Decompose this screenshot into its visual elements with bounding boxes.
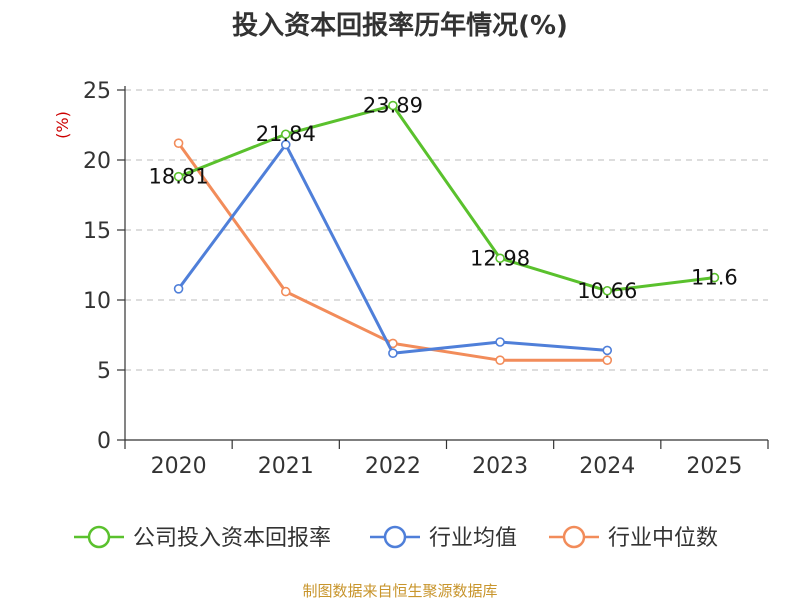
legend-marker <box>383 525 407 549</box>
data-point <box>602 355 613 366</box>
data-point <box>495 337 505 347</box>
data-label: 21.84 <box>256 122 316 146</box>
legend: 公司投入资本回报率 行业均值 行业中位数 <box>74 525 718 551</box>
x-tick-label: 2021 <box>258 454 314 479</box>
x-tick-label: 2024 <box>579 454 635 479</box>
data-label: 18.81 <box>149 165 209 189</box>
legend-marker <box>562 525 586 549</box>
data-point <box>602 285 613 296</box>
data-labels: 18.81 21.84 23.89 12.98 10.66 11.6 <box>149 94 738 303</box>
y-axis: 0 5 10 15 20 25 <box>83 79 126 454</box>
data-label: 23.89 <box>363 94 423 118</box>
y-tick-label: 0 <box>97 429 111 454</box>
data-point <box>388 348 398 359</box>
series-line-2 <box>177 142 608 362</box>
y-tick-label: 10 <box>83 289 111 314</box>
legend-label: 行业均值 <box>429 526 517 551</box>
x-tick-label: 2022 <box>365 454 421 479</box>
y-tick-label: 20 <box>83 149 111 174</box>
legend-label: 公司投入资本回报率 <box>133 526 331 551</box>
legend-label: 行业中位数 <box>608 526 718 551</box>
data-point <box>495 253 505 264</box>
data-point <box>709 272 720 283</box>
chart-title: 投入资本回报率历年情况(%) <box>232 10 568 41</box>
gridlines <box>125 89 768 371</box>
legend-marker <box>87 525 111 549</box>
data-point <box>280 129 291 140</box>
x-axis: 2020 2021 2022 2023 2024 2025 <box>124 439 769 479</box>
data-point <box>280 139 291 150</box>
data-point <box>173 283 184 294</box>
data-point <box>173 138 184 148</box>
data-label: 11.6 <box>691 266 738 290</box>
data-point <box>602 345 613 356</box>
y-tick-label: 15 <box>83 219 111 244</box>
y-axis-unit-label: (%) <box>53 111 72 139</box>
x-tick-label: 2020 <box>151 454 207 479</box>
source-note: 制图数据来自恒生聚源数据库 <box>302 582 497 600</box>
series-line-0 <box>178 104 715 293</box>
data-label: 12.98 <box>470 246 530 270</box>
y-tick-label: 25 <box>83 79 111 104</box>
series-lines <box>173 100 720 366</box>
data-point <box>173 171 184 182</box>
x-tick-label: 2023 <box>472 454 528 479</box>
y-tick-label: 5 <box>97 359 111 384</box>
x-tick-label: 2025 <box>686 454 742 479</box>
data-point <box>280 286 291 297</box>
data-point <box>388 100 398 111</box>
data-point <box>495 355 505 366</box>
series-line-1 <box>177 143 608 355</box>
data-label: 10.66 <box>577 279 637 303</box>
